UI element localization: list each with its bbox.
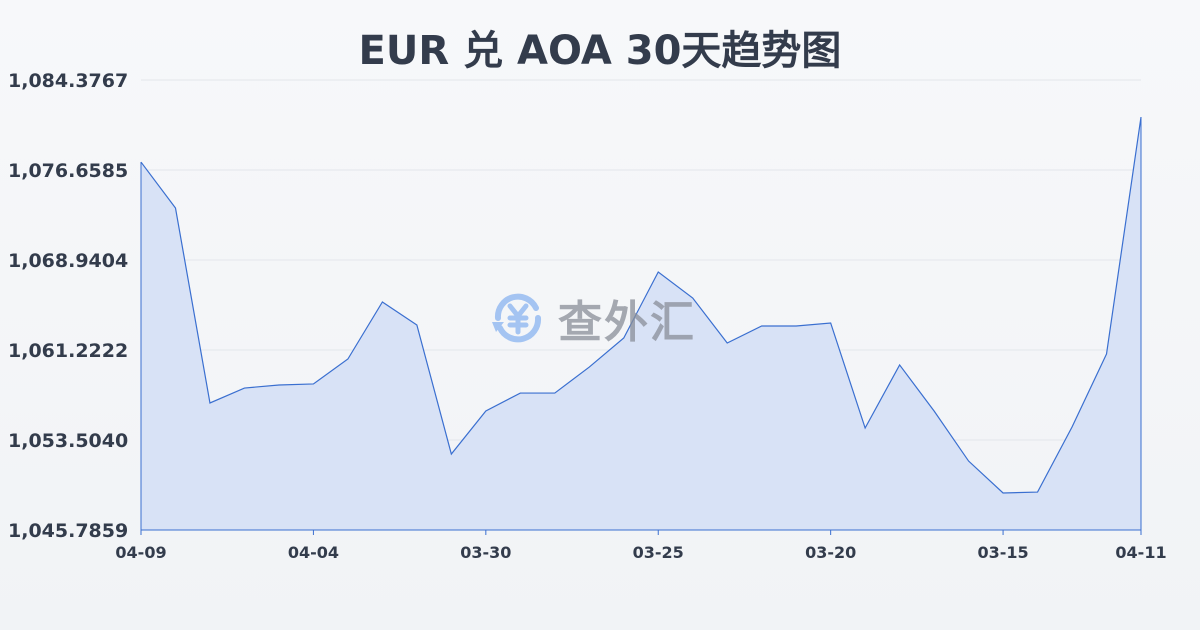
x-tick-label: 03-20 bbox=[805, 543, 856, 562]
x-tick-label: 04-11 bbox=[1115, 543, 1166, 562]
y-tick-label: 1,076.6585 bbox=[8, 160, 128, 182]
y-tick-label: 1,053.5040 bbox=[8, 430, 128, 452]
y-tick-label: 1,061.2222 bbox=[8, 340, 128, 362]
y-tick-label: 1,045.7859 bbox=[8, 520, 128, 542]
x-tick-label: 03-15 bbox=[977, 543, 1028, 562]
x-tick-label: 03-25 bbox=[633, 543, 684, 562]
yuan-exchange-icon bbox=[492, 293, 542, 343]
watermark: 查外汇 bbox=[488, 286, 696, 350]
chart-title: EUR 兑 AOA 30天趋势图 bbox=[358, 28, 842, 74]
y-tick-label: 1,084.3767 bbox=[8, 70, 128, 92]
area-fill bbox=[141, 117, 1141, 530]
x-tick-label: 04-04 bbox=[288, 543, 339, 562]
x-tick-label: 04-09 bbox=[115, 543, 166, 562]
y-tick-label: 1,068.9404 bbox=[8, 250, 128, 272]
watermark-text: 查外汇 bbox=[558, 297, 696, 348]
series-line bbox=[140, 116, 1142, 494]
x-tick-label: 03-30 bbox=[460, 543, 511, 562]
